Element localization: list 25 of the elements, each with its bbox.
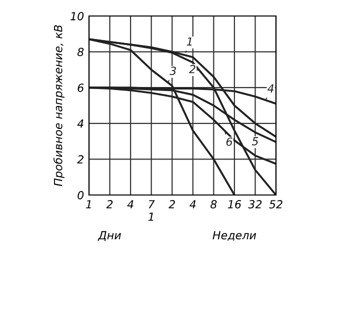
x-tick-label: 2 [168, 200, 175, 208]
series-label: 6 [226, 137, 232, 146]
x-tick-label: 1 [86, 200, 91, 208]
series-label: 4 [267, 84, 274, 92]
text: Недели [212, 231, 256, 241]
y-tick-label: 4 [77, 120, 84, 128]
x-tick-label: 8 [210, 200, 217, 208]
x-tick-label: 4 [190, 200, 196, 208]
y-axis-title: Пробивное напряжение, кВ [54, 25, 64, 186]
text: Дни [98, 231, 121, 241]
y-tick-label: 6 [78, 84, 84, 92]
y-tick-label: 2 [77, 155, 84, 164]
x-tick-label: 4 [127, 200, 134, 208]
y-tick-label: 10 [70, 12, 84, 20]
x-tick-label: 32 [248, 200, 262, 208]
y-tick-label: 8 [77, 48, 84, 56]
x-tick-label: 16 [228, 200, 242, 208]
x-tick-label: 52 [269, 200, 282, 208]
series-label: 1 [186, 37, 192, 46]
legend-label: 2 [188, 64, 196, 74]
series-label: 5 [252, 137, 258, 146]
series-label: 3 [170, 66, 176, 76]
y-tick-label: 0 [78, 190, 84, 200]
x-tick-label: 7 1 [148, 200, 155, 221]
x-tick-label: 2 [106, 200, 113, 208]
